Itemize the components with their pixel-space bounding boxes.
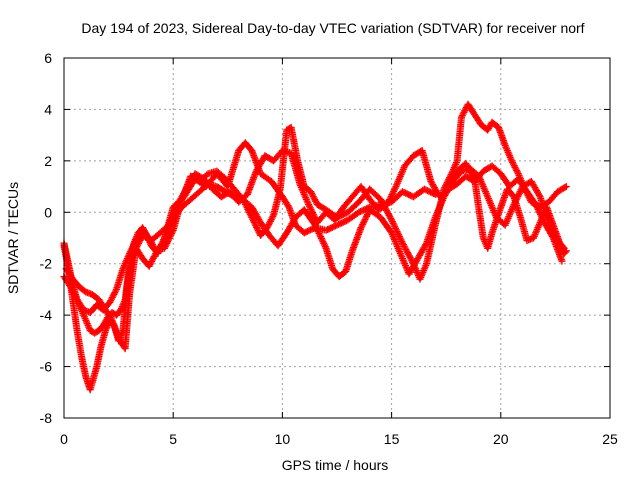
data-point xyxy=(405,191,413,199)
data-point xyxy=(355,208,363,216)
data-point xyxy=(284,202,292,210)
data-point xyxy=(561,183,569,191)
data-point xyxy=(409,258,417,266)
data-point xyxy=(335,220,343,228)
data-point xyxy=(423,187,431,195)
data-point xyxy=(107,315,115,323)
series-1 xyxy=(60,139,439,337)
y-tick-label: 6 xyxy=(44,50,52,66)
data-point xyxy=(330,223,338,231)
data-point xyxy=(403,190,411,198)
series-5 xyxy=(444,159,570,257)
data-point xyxy=(562,183,570,191)
data-point xyxy=(356,208,364,216)
data-point xyxy=(308,225,316,233)
data-point xyxy=(325,225,333,233)
y-tick-label: -4 xyxy=(40,307,53,323)
y-axis-label: SDTVAR / TECUs xyxy=(5,182,21,294)
data-points xyxy=(60,100,570,394)
data-point xyxy=(324,226,332,234)
data-point xyxy=(328,223,336,231)
y-tick-label: 0 xyxy=(44,204,52,220)
y-tick-label: 4 xyxy=(44,101,52,117)
data-point xyxy=(322,226,330,234)
data-point xyxy=(336,220,344,228)
data-point xyxy=(300,229,308,237)
data-point xyxy=(269,212,277,220)
x-tick-label: 10 xyxy=(275,431,291,447)
chart-title: Day 194 of 2023, Sidereal Day-to-day VTE… xyxy=(81,20,584,36)
data-point xyxy=(400,188,408,196)
data-point xyxy=(561,248,569,256)
x-tick-label: 20 xyxy=(493,431,509,447)
x-axis-label: GPS time / hours xyxy=(282,457,389,473)
data-point xyxy=(333,221,341,229)
series-3 xyxy=(60,100,570,317)
y-tick-label: 2 xyxy=(44,153,52,169)
x-tick-labels: 0 5 10 15 20 25 xyxy=(60,431,618,447)
data-point xyxy=(558,257,566,265)
data-point xyxy=(387,214,395,222)
data-point xyxy=(535,191,543,199)
data-point xyxy=(422,186,430,194)
data-point xyxy=(513,168,521,176)
data-point xyxy=(339,218,347,226)
y-tick-label: -6 xyxy=(40,359,53,375)
plot-frame xyxy=(63,57,611,419)
axis-ticks xyxy=(63,57,611,419)
data-point xyxy=(341,210,349,218)
data-point xyxy=(338,219,346,227)
data-point xyxy=(427,188,435,196)
x-tick-label: 25 xyxy=(602,431,618,447)
y-tick-labels: -8 -6 -4 -2 0 2 4 6 xyxy=(40,50,53,426)
x-tick-label: 15 xyxy=(384,431,400,447)
data-point xyxy=(360,206,368,214)
data-point xyxy=(420,185,428,193)
y-tick-label: -2 xyxy=(40,256,53,272)
data-point xyxy=(331,222,339,230)
data-point xyxy=(402,189,410,197)
data-point xyxy=(327,224,335,232)
y-tick-label: -8 xyxy=(40,410,53,426)
x-tick-label: 0 xyxy=(60,431,68,447)
data-point xyxy=(425,187,433,195)
data-point xyxy=(303,227,311,235)
x-tick-label: 5 xyxy=(169,431,177,447)
data-point xyxy=(302,228,310,236)
data-point xyxy=(470,173,478,181)
data-point xyxy=(305,227,313,235)
data-point xyxy=(399,188,407,196)
data-point xyxy=(562,247,570,255)
data-point xyxy=(112,287,120,295)
data-point xyxy=(358,207,366,215)
series-4 xyxy=(62,147,566,353)
data-point xyxy=(341,217,349,225)
data-point xyxy=(306,226,314,234)
